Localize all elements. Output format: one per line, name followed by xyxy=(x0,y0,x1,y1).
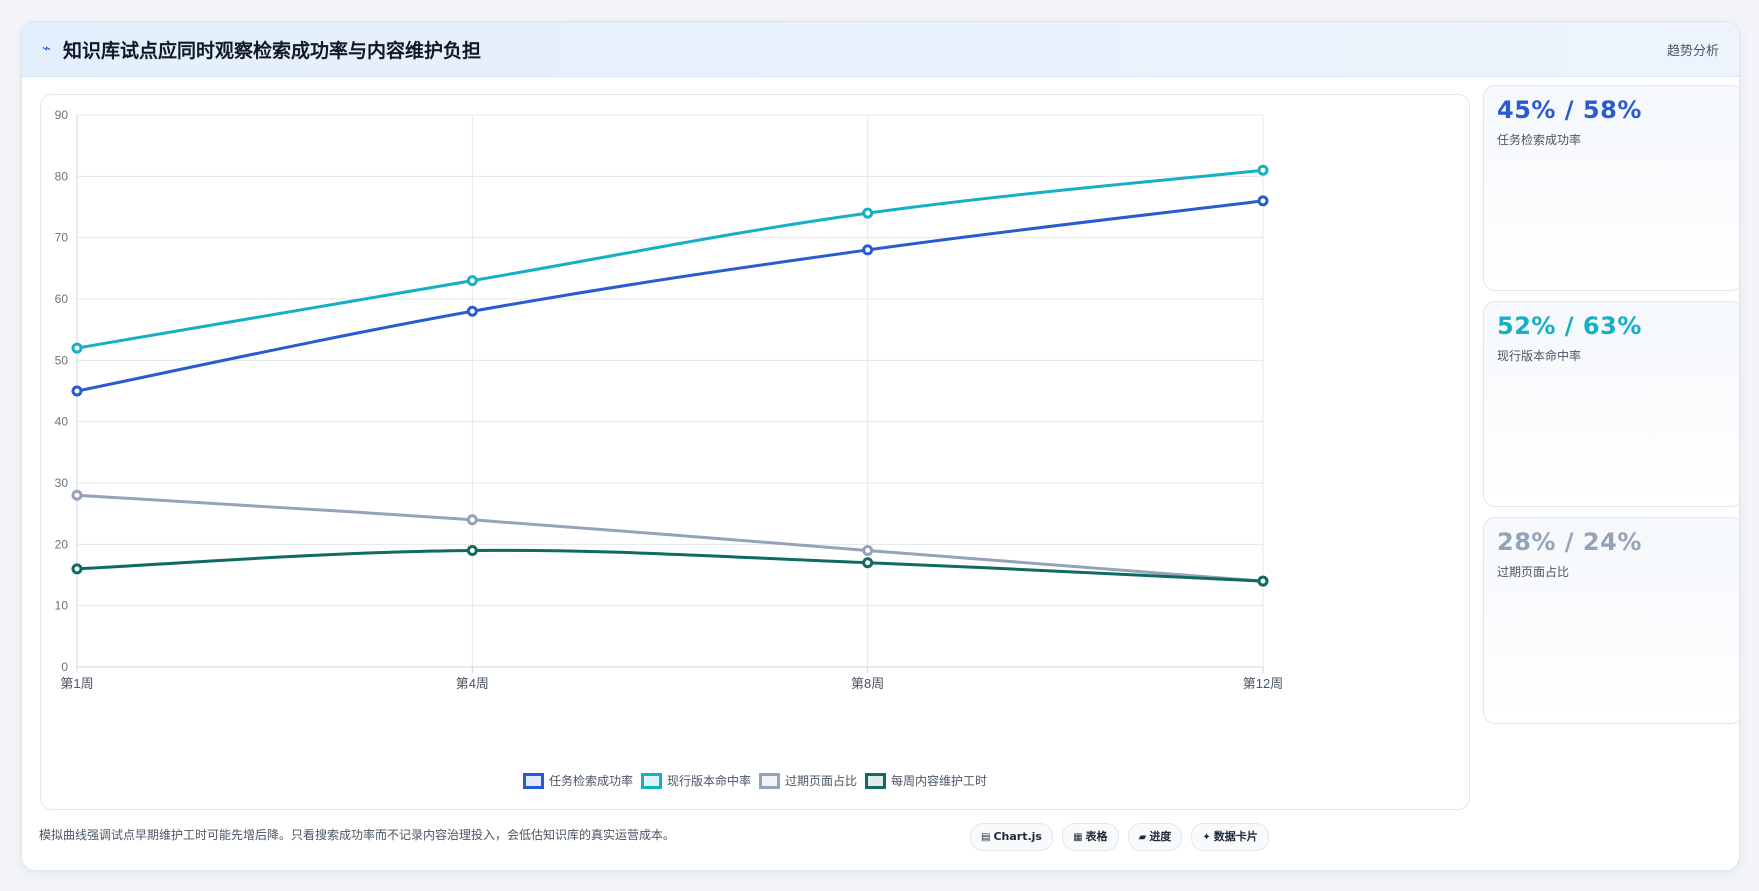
legend-swatch xyxy=(640,772,662,789)
chip-table[interactable]: ▦ 表格 xyxy=(1062,823,1119,851)
chip-label: 数据卡片 xyxy=(1213,830,1258,843)
page-title: 知识库试点应同时观察检索成功率与内容维护负担 xyxy=(63,40,482,62)
kpi-label: 现行版本命中率 xyxy=(1497,349,1582,363)
data-point xyxy=(71,342,83,354)
legend-swatch xyxy=(759,772,780,789)
y-tick-label: 50 xyxy=(55,353,69,367)
sparkle-icon: ✦ xyxy=(1202,832,1211,843)
series-line-2 xyxy=(76,168,1264,350)
series-line-1 xyxy=(76,199,1264,393)
card-header: ⌁ 知识库试点应同时观察检索成功率与内容维护负担 趋势分析 xyxy=(22,22,1739,77)
chip-chartjs[interactable]: ▤ Chart.js xyxy=(970,823,1053,851)
kpi-label: 过期页面占比 xyxy=(1497,565,1570,579)
chip-label: 表格 xyxy=(1085,830,1108,843)
chip-data-cards[interactable]: ✦ 数据卡片 xyxy=(1191,823,1269,851)
data-point xyxy=(466,275,478,287)
chart-icon: ▤ xyxy=(981,832,991,843)
chip-label: 进度 xyxy=(1149,830,1172,843)
kpi-label: 任务检索成功率 xyxy=(1497,133,1582,147)
data-point xyxy=(466,544,478,556)
legend-item[interactable]: 任务检索成功率 xyxy=(522,772,633,789)
data-point xyxy=(466,514,478,526)
y-tick-label: 90 xyxy=(55,108,69,122)
chart-panel: 0 10 20 30 40 50 60 70 80 90 第1周 第4周 第8周 第12周 任务检索成功率… xyxy=(40,94,1470,810)
data-point xyxy=(71,563,83,575)
x-tick-label: 第8周 xyxy=(851,676,884,691)
legend-item[interactable]: 每周内容维护工时 xyxy=(865,772,987,789)
kpi-value: 28% / 24% xyxy=(1497,528,1642,556)
y-tick-label: 0 xyxy=(61,660,68,674)
series-line-3 xyxy=(76,493,1264,583)
table-icon: ▦ xyxy=(1073,832,1083,843)
chip-group: ▤ Chart.js ▦ 表格 ▰ 进度 ✦ 数据卡片 xyxy=(970,823,1273,851)
legend-label: 每周内容维护工时 xyxy=(891,774,988,788)
x-tick-label: 第1周 xyxy=(60,676,93,691)
x-tick-label: 第4周 xyxy=(456,676,489,691)
legend-swatch xyxy=(522,772,544,789)
y-tick-label: 80 xyxy=(55,169,69,183)
analysis-tag: 趋势分析 xyxy=(1666,44,1719,59)
data-point xyxy=(862,207,874,219)
y-tick-label: 40 xyxy=(55,415,69,429)
kpi-card-retrieval: 45% / 58% 任务检索成功率 xyxy=(1483,85,1739,291)
data-point xyxy=(466,305,478,317)
series-line-4 xyxy=(76,548,1264,583)
chart-legend: 任务检索成功率 现行版本命中率 过期页面占比 每周内容维护工时 xyxy=(41,772,1469,789)
data-point xyxy=(862,244,874,256)
legend-label: 任务检索成功率 xyxy=(548,774,633,788)
y-tick-label: 20 xyxy=(55,537,69,551)
trend-icon: ⌁ xyxy=(42,39,52,57)
y-tick-label: 70 xyxy=(55,231,69,245)
legend-item[interactable]: 现行版本命中率 xyxy=(640,772,751,789)
kpi-card-version-hit: 52% / 63% 现行版本命中率 xyxy=(1483,301,1739,507)
legend-label: 现行版本命中率 xyxy=(666,774,751,788)
dashboard-card: ⌁ 知识库试点应同时观察检索成功率与内容维护负担 趋势分析 0 10 20 30 40 5… xyxy=(21,21,1740,871)
footnote: 模拟曲线强调试点早期维护工时可能先增后降。只看搜索成功率而不记录内容治理投入，会… xyxy=(39,828,676,842)
data-point xyxy=(1257,575,1269,587)
y-tick-label: 30 xyxy=(55,476,69,490)
progress-icon: ▰ xyxy=(1138,832,1147,843)
y-tick-label: 10 xyxy=(55,599,69,613)
legend-item[interactable]: 过期页面占比 xyxy=(759,772,857,789)
data-point xyxy=(1257,164,1269,176)
legend-label: 过期页面占比 xyxy=(785,774,858,788)
legend-swatch xyxy=(865,772,887,789)
chip-label: Chart.js xyxy=(993,830,1042,843)
chip-progress[interactable]: ▰ 进度 xyxy=(1127,823,1183,851)
data-point xyxy=(71,489,83,501)
data-point xyxy=(862,557,874,569)
x-tick-label: 第12周 xyxy=(1243,676,1283,691)
kpi-value: 52% / 63% xyxy=(1497,312,1642,340)
y-tick-label: 60 xyxy=(55,292,69,306)
data-point xyxy=(1257,195,1269,207)
data-point xyxy=(862,544,874,556)
data-point xyxy=(71,385,83,397)
kpi-card-stale-pages: 28% / 24% 过期页面占比 xyxy=(1483,517,1739,724)
kpi-value: 45% / 58% xyxy=(1497,96,1642,124)
line-chart: 0 10 20 30 40 50 60 70 80 90 第1周 第4周 第8周 第12周 xyxy=(55,108,1284,691)
